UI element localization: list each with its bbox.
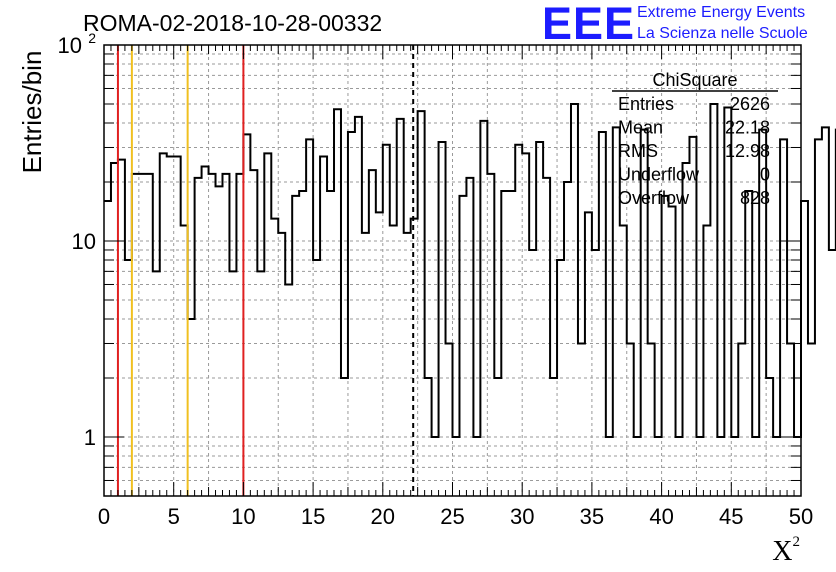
x-tick-label: 0 <box>98 504 110 529</box>
stats-label: RMS <box>618 141 658 161</box>
x-tick-label: 40 <box>649 504 673 529</box>
x-tick-label: 20 <box>371 504 395 529</box>
stats-value: 828 <box>740 188 770 208</box>
x-tick-label: 45 <box>719 504 743 529</box>
x-tick-label: 30 <box>510 504 534 529</box>
y-tick-label: 10 <box>72 229 96 254</box>
x-tick-label: 10 <box>231 504 255 529</box>
x-tick-label: 5 <box>168 504 180 529</box>
stats-value: 2626 <box>730 94 770 114</box>
y-tick-label: 1 <box>84 425 96 450</box>
logo-line-1: Extreme Energy Events <box>637 4 806 21</box>
x-tick-label: 15 <box>301 504 325 529</box>
x-tick-label: 50 <box>789 504 813 529</box>
stats-label: Mean <box>618 118 663 138</box>
stats-label: Underflow <box>618 165 700 185</box>
x-tick-label: 35 <box>580 504 604 529</box>
histogram-series <box>104 103 836 438</box>
y-tick-label-exp: 2 <box>88 30 96 46</box>
chart-title: ROMA-02-2018-10-28-00332 <box>83 10 383 36</box>
x-axis-label-sup: 2 <box>792 533 801 550</box>
stats-title: ChiSquare <box>652 70 737 90</box>
stats-value: 0 <box>760 165 770 185</box>
x-axis-label: X2 <box>772 533 801 568</box>
stats-label: Entries <box>618 94 674 114</box>
x-axis-label-text: X <box>772 536 793 567</box>
stats-label: Overflow <box>618 188 690 208</box>
stats-value: 12.98 <box>725 141 770 161</box>
logo-line-2: La Scienza nelle Scuole <box>637 25 808 42</box>
y-tick-label: 10 <box>58 33 82 58</box>
eee-logo: EEE <box>542 0 636 49</box>
x-tick-label: 25 <box>440 504 464 529</box>
y-axis-label: Entries/bin <box>17 50 47 174</box>
stats-value: 22.18 <box>725 118 770 138</box>
